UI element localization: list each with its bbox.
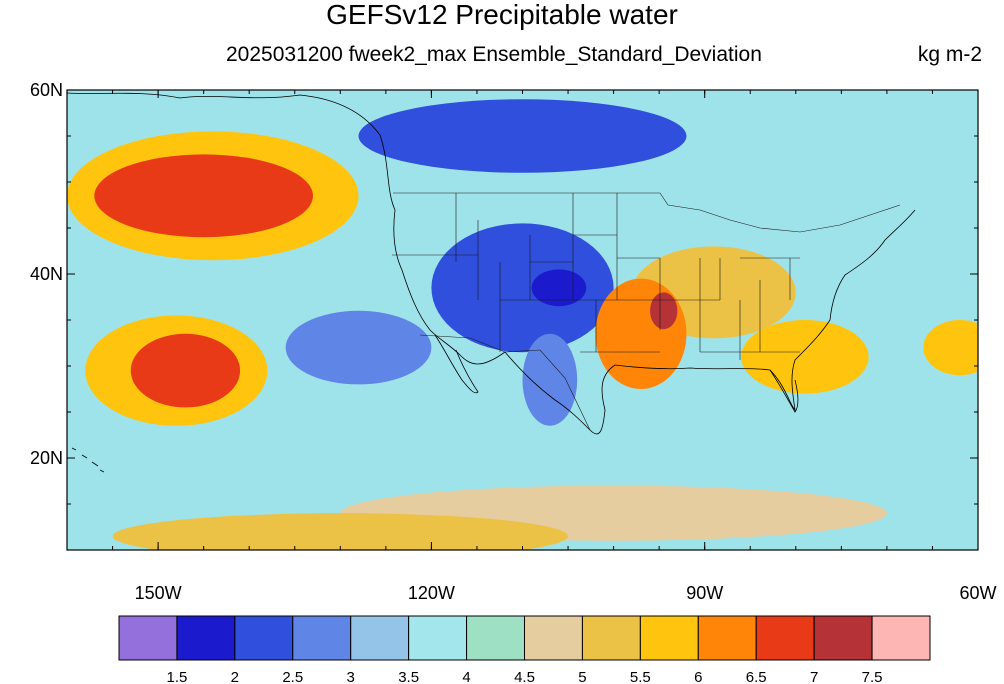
units-label: kg m-2 <box>917 43 982 66</box>
map-title: GEFSv12 Precipitable water <box>326 0 678 30</box>
colorbar-box <box>292 615 352 661</box>
precipitable-water-map: 60N 40N 20N 150W 120W 90W 60W <box>30 80 997 600</box>
coastline-north-america <box>67 92 916 435</box>
colorbar-label: 6 <box>694 669 702 684</box>
colorbar-label: 5 <box>578 669 586 684</box>
field-contour-14 <box>531 269 587 307</box>
colorbar-box <box>871 615 931 661</box>
colorbar-label: 4 <box>462 669 470 684</box>
field-contour-13 <box>923 320 978 376</box>
state-borders <box>392 192 901 431</box>
interior-state-lines <box>392 193 800 360</box>
colorbar-box <box>234 615 294 661</box>
us-mexico-border <box>419 334 591 431</box>
colorbar-label: 4.5 <box>514 669 535 684</box>
field-contour-15 <box>650 292 678 330</box>
colorbar-label: 7 <box>810 669 818 684</box>
colorbar-box <box>350 615 410 661</box>
colorbar-box <box>697 615 757 661</box>
axis-ticks <box>67 89 979 550</box>
colorbar-label: 3.5 <box>398 669 419 684</box>
lat-tick-label: 60N <box>30 80 63 100</box>
colorbar-box <box>524 615 583 661</box>
field-contour-12 <box>522 333 578 426</box>
map-subtitle: 2025031200 fweek2_max Ensemble_Standard_… <box>226 43 762 66</box>
shaded-field <box>67 90 978 550</box>
colorbar-label: 3 <box>347 669 355 684</box>
coastline-baja <box>434 334 479 394</box>
lon-tick-label: 150W <box>135 583 182 600</box>
coastlines <box>67 92 916 473</box>
lat-tick-label: 20N <box>30 448 63 468</box>
lon-tick-label: 60W <box>959 583 996 600</box>
colorbar-box <box>755 615 815 661</box>
colorbar-box <box>639 615 699 661</box>
colorbar-label: 2 <box>231 669 239 684</box>
coastline-hawaii <box>71 447 105 473</box>
lon-tick-label: 90W <box>686 583 723 600</box>
lat-tick-label: 40N <box>30 264 63 284</box>
colorbar-box <box>176 615 236 661</box>
colorbar-label: 2.5 <box>282 669 303 684</box>
field-contour-11 <box>130 333 241 408</box>
colorbar-box <box>581 615 641 661</box>
colorbar-label: 5.5 <box>630 669 651 684</box>
colorbar-label: 7.5 <box>862 669 883 684</box>
field-contour-3 <box>431 223 614 353</box>
colorbar-boxes <box>118 615 931 661</box>
colorbar-box <box>813 615 873 661</box>
colorbar-box <box>118 615 178 661</box>
field-contour-4 <box>112 513 568 550</box>
lon-tick-label: 120W <box>408 583 455 600</box>
colorbar-box <box>466 615 526 661</box>
field-contour-6 <box>94 154 313 238</box>
colorbar-label: 6.5 <box>746 669 767 684</box>
us-canada-border <box>393 192 901 233</box>
field-contour-8 <box>285 310 432 385</box>
field-contour-2 <box>358 99 687 173</box>
colorbar-box <box>408 615 468 661</box>
colorbar-label: 1.5 <box>166 669 187 684</box>
axis-tick-labels: 60N 40N 20N 150W 120W 90W 60W <box>30 80 997 600</box>
colorbar-labels: 1.5 2 2.5 3 3.5 4 4.5 5 5.5 6 6.5 7 7.5 <box>166 669 882 684</box>
coastline-florida <box>769 369 799 413</box>
